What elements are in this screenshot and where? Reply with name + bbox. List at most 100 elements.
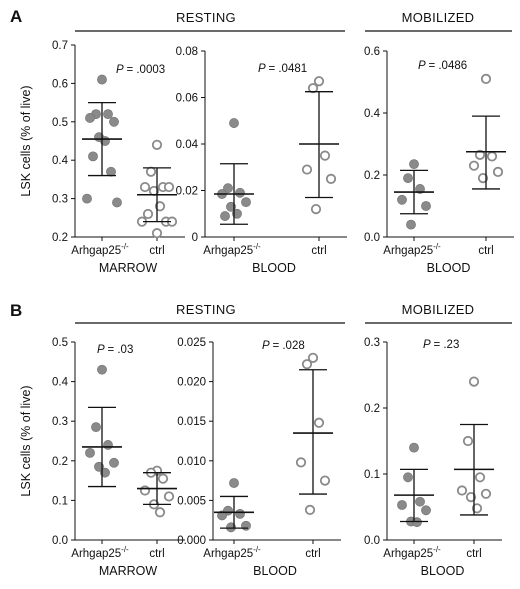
p-value-label: P = .0003 <box>116 64 165 76</box>
y-tick-label: 0.3 <box>52 416 68 428</box>
p-symbol: P <box>418 60 428 72</box>
y-tick-label: 0.0 <box>364 535 380 547</box>
data-point-arhgap25 <box>82 193 92 204</box>
data-point-ctrl <box>301 359 313 370</box>
knockout-superscript: -/- <box>253 545 261 554</box>
chart-panel-a-3: 0.0 0.2 0.4 0.6 Arhgap25-/- ctrl BLOOD P = .048… <box>364 46 514 275</box>
data-point-ctrl <box>492 166 504 177</box>
y-tick-label: 0.1 <box>52 495 68 507</box>
data-point-ctrl <box>477 173 489 184</box>
data-point-arhgap25 <box>421 201 431 211</box>
data-point-arhgap25 <box>232 208 242 219</box>
panel-b-letter: B <box>10 301 22 320</box>
chart-panel-b-1: 0.0 0.1 0.2 0.3 0.4 0.5 Arhgap25-/- ctrl MARROW L… <box>19 337 185 578</box>
data-point-arhgap25 <box>103 109 113 120</box>
p-value-label: P = .028 <box>262 340 305 352</box>
p-value-label: P = .0481 <box>258 63 307 75</box>
x-tick-label-arhgap25: Arhgap25-/- <box>383 242 441 257</box>
data-point-ctrl <box>139 181 151 193</box>
x-tick-label-ctrl: ctrl <box>478 245 493 257</box>
data-point-ctrl <box>295 457 307 468</box>
y-tick-label: 0.2 <box>364 403 380 415</box>
data-point-arhgap25 <box>109 457 119 468</box>
data-point-arhgap25 <box>226 522 236 533</box>
y-tick-label: 0.015 <box>177 416 206 428</box>
y-tick-label: 0.3 <box>52 194 68 206</box>
data-point-arhgap25 <box>397 194 407 205</box>
data-point-arhgap25 <box>97 364 107 375</box>
data-point-arhgap25 <box>223 183 233 194</box>
p-symbol: P <box>423 339 433 351</box>
data-point-ctrl <box>471 503 483 514</box>
data-point-ctrl <box>319 150 331 161</box>
x-axis-title: BLOOD <box>421 564 465 578</box>
y-tick-label: 0.7 <box>52 40 68 52</box>
knockout-superscript: -/- <box>121 545 129 554</box>
data-point-ctrl <box>154 507 166 518</box>
x-tick-label-ctrl: ctrl <box>466 548 481 560</box>
data-point-ctrl <box>468 160 480 171</box>
y-tick-label: 0.2 <box>52 456 68 468</box>
data-point-ctrl <box>301 164 313 175</box>
y-tick-label: 0 <box>192 232 198 244</box>
y-tick-label: 0.3 <box>364 337 380 349</box>
x-tick-label-ctrl: ctrl <box>149 548 164 560</box>
data-point-arhgap25 <box>241 197 251 208</box>
y-tick-label: 0.6 <box>364 46 380 58</box>
chart-panel-a-1: 0.2 0.3 0.4 0.5 0.6 0.7 Arhgap25-/- ctrl MARROW L… <box>19 40 185 275</box>
y-tick-label: 0.010 <box>177 456 206 468</box>
p-symbol: P <box>262 340 272 352</box>
data-point-arhgap25 <box>403 472 413 483</box>
data-point-ctrl <box>465 491 477 503</box>
y-tick-label: 0.2 <box>52 232 68 244</box>
y-tick-label: 0.02 <box>176 186 198 198</box>
data-point-ctrl <box>480 73 492 85</box>
panel-b-mobilized-label: MOBILIZED <box>402 302 475 317</box>
data-point-arhgap25 <box>100 467 110 478</box>
x-axis-title: BLOOD <box>252 261 296 275</box>
data-point-ctrl <box>310 204 322 215</box>
p-value-label: P = .03 <box>97 344 133 356</box>
p-value-label: P = .23 <box>423 339 459 351</box>
y-tick-label: 0.4 <box>364 108 381 120</box>
data-point-ctrl <box>456 485 468 496</box>
y-tick-label: 0.4 <box>52 377 69 389</box>
p-value-label: P = .0486 <box>418 60 467 72</box>
data-point-ctrl <box>157 473 169 484</box>
data-point-ctrl <box>313 76 325 87</box>
data-point-ctrl <box>154 201 166 212</box>
data-point-arhgap25 <box>415 496 425 507</box>
y-tick-label: 0.1 <box>364 469 380 481</box>
data-point-arhgap25 <box>91 422 101 433</box>
data-point-arhgap25 <box>406 219 416 230</box>
x-tick-label-arhgap25: Arhgap25-/- <box>203 545 261 560</box>
data-point-arhgap25 <box>229 478 239 488</box>
p-symbol: P <box>116 64 126 76</box>
y-tick-label: 0.0 <box>364 232 380 244</box>
data-point-arhgap25 <box>409 159 419 170</box>
y-tick-label: 0.2 <box>364 170 380 182</box>
x-tick-label-arhgap25: Arhgap25-/- <box>383 545 441 560</box>
data-point-arhgap25 <box>226 201 236 212</box>
data-point-arhgap25 <box>220 211 230 221</box>
data-point-arhgap25 <box>103 440 113 450</box>
chart-panel-b-2: 0.000 0.005 0.010 0.015 0.020 0.025 Arhgap25-/… <box>177 337 341 578</box>
y-tick-label: 0.5 <box>52 337 68 349</box>
data-point-arhgap25 <box>397 500 407 510</box>
panel-a-header: A RESTING MOBILIZED <box>10 7 512 32</box>
y-tick-label: 0.0 <box>52 535 68 547</box>
data-point-arhgap25 <box>235 187 245 198</box>
data-point-arhgap25 <box>109 116 119 127</box>
data-point-arhgap25 <box>412 517 422 528</box>
data-point-ctrl <box>151 228 163 239</box>
x-axis-title: BLOOD <box>427 261 471 275</box>
y-tick-label: 0.04 <box>176 139 199 151</box>
panel-a-mobilized-label: MOBILIZED <box>402 10 475 25</box>
x-tick-label-arhgap25: Arhgap25-/- <box>71 545 129 560</box>
data-point-arhgap25 <box>106 166 116 177</box>
y-tick-label: 0.06 <box>176 93 198 105</box>
y-tick-label: 0.4 <box>52 155 69 167</box>
y-tick-label: 0.000 <box>177 535 206 547</box>
